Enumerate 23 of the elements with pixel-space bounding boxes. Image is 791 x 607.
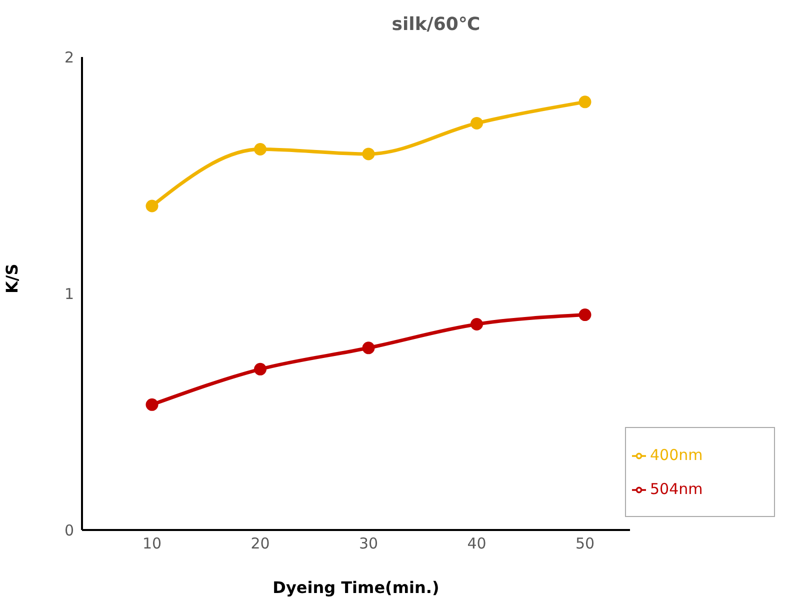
x-axis-title: Dyeing Time(min.)	[272, 578, 440, 597]
point	[254, 142, 266, 156]
chart-title: silk/60℃	[390, 14, 482, 35]
y-tick-label: 2	[64, 48, 74, 66]
point	[578, 96, 592, 108]
y-tick-label: 1	[64, 284, 74, 303]
y-tick-label: 0	[64, 521, 74, 540]
legend-label: 400nm	[650, 446, 703, 464]
point	[470, 318, 483, 330]
point	[362, 148, 375, 160]
x-tick-label: 10	[142, 534, 162, 553]
x-tick-label: 50	[575, 534, 595, 553]
legend-label: 504nm	[650, 480, 703, 498]
point	[362, 342, 375, 354]
x-tick-label: 30	[358, 534, 378, 553]
point	[254, 362, 266, 376]
x-tick-label: 20	[250, 534, 270, 553]
point	[146, 200, 158, 212]
point	[578, 308, 592, 322]
point	[146, 398, 158, 411]
point	[470, 116, 483, 130]
y-axis-title: K/S	[2, 264, 22, 294]
x-tick-label: 40	[467, 534, 486, 553]
